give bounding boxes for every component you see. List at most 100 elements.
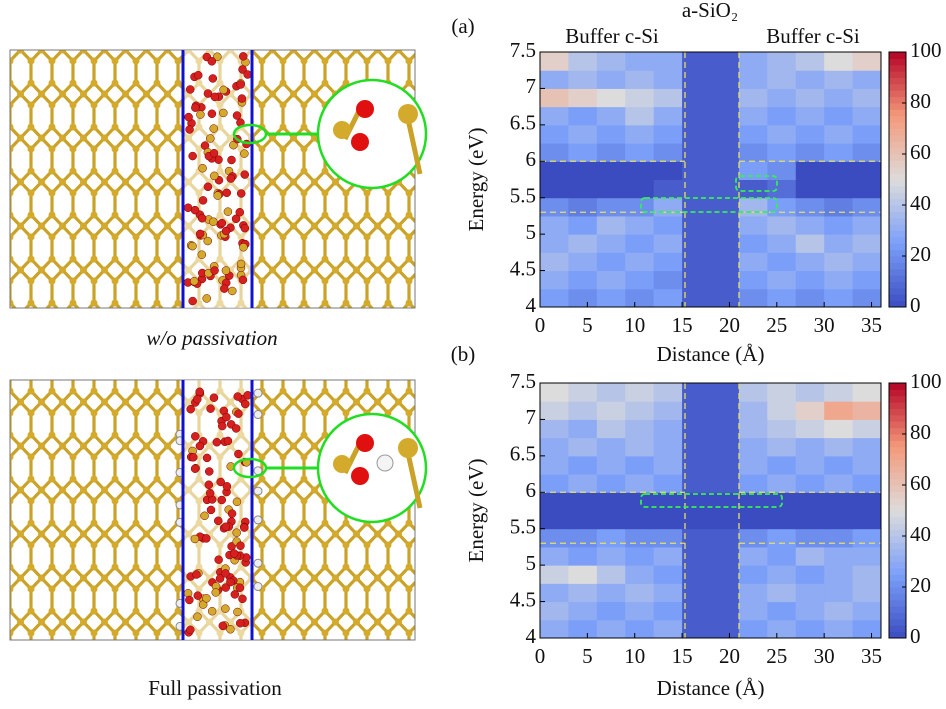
y-tick-label: 7.5 (510, 38, 536, 62)
heat-cell (738, 70, 768, 89)
atom (356, 100, 374, 118)
colorbar-step (889, 243, 906, 251)
heat-cell (540, 510, 569, 530)
heat-cell (795, 474, 825, 493)
heat-cell (596, 510, 626, 530)
atom (228, 286, 237, 296)
heat-cell (710, 601, 740, 621)
heat-cell (596, 419, 626, 439)
atom (203, 89, 213, 98)
x-tick-label: 30 (814, 313, 835, 337)
colorbar-step (889, 478, 906, 486)
x-tick-label: 25 (766, 313, 787, 337)
atom (236, 80, 245, 89)
colorbar-step (889, 529, 906, 537)
heat-cell (653, 383, 683, 402)
heat-cell (767, 401, 797, 420)
heat-cell (653, 437, 683, 457)
heat-cell (795, 546, 825, 566)
heat-cell (568, 528, 598, 548)
heat-cell (738, 419, 768, 439)
colorbar-step (889, 103, 906, 110)
atom (188, 296, 197, 306)
heat-cell (653, 179, 683, 199)
heat-cell (852, 288, 882, 308)
atom (202, 594, 211, 603)
atom (186, 404, 195, 414)
atom (238, 594, 247, 604)
heat-cell (710, 565, 740, 584)
x-tick-label: 30 (814, 644, 835, 668)
region-label: Buffer c-Si (766, 24, 860, 48)
colorbar-step (889, 294, 906, 302)
heat-cell (795, 528, 825, 548)
heat-cell (625, 161, 655, 180)
heat-cell (540, 252, 569, 272)
heat-cell (568, 437, 598, 457)
heat-cell (568, 455, 598, 475)
x-tick-label: 20 (719, 313, 740, 337)
heat-cell (738, 455, 768, 475)
colorbar-label: 80 (910, 420, 931, 444)
heat-cell (682, 179, 711, 199)
atom (253, 515, 263, 525)
heat-cell (767, 270, 797, 290)
heat-cell (795, 492, 825, 511)
heat-cell (795, 70, 825, 89)
x-tick-label: 5 (582, 644, 593, 668)
heat-cell (710, 270, 740, 290)
heat-cell (767, 252, 797, 272)
heat-cell (682, 437, 711, 457)
atom (208, 74, 218, 83)
heat-cell (540, 179, 569, 199)
heat-cell (852, 474, 882, 493)
heat-cell (710, 510, 740, 530)
heat-cell (653, 492, 683, 511)
colorbar-step (889, 453, 906, 460)
colorbar-step (889, 211, 906, 219)
heat-cell (540, 492, 569, 511)
heat-cell (625, 288, 655, 308)
colorbar-step (889, 249, 906, 257)
heat-cell (767, 215, 797, 235)
colorbar-step (889, 173, 906, 180)
atom (232, 497, 242, 507)
heat-cell (795, 161, 825, 180)
heat-cell (738, 270, 768, 290)
y-tick-label: 4 (526, 624, 537, 648)
heat-cell (625, 143, 655, 162)
heat-cell (596, 88, 626, 108)
atom (219, 108, 228, 118)
heat-cell (852, 88, 882, 108)
heat-cell (596, 288, 626, 308)
plot-frame (539, 382, 882, 639)
atom (192, 570, 201, 579)
heat-cell (568, 383, 598, 402)
plot-frame (539, 51, 882, 308)
heat-cell (852, 383, 882, 402)
heat-cell (767, 583, 797, 603)
atom (190, 464, 200, 473)
heat-cell (625, 52, 655, 71)
heat-cell (738, 583, 768, 603)
colorbar-step (889, 71, 906, 78)
heat-cell (824, 288, 854, 308)
heat-cell (653, 619, 683, 639)
heat-cell (824, 179, 854, 199)
atom (205, 467, 214, 476)
colorbar-step (889, 606, 906, 613)
colorbar-step (889, 268, 906, 276)
heat-cell (710, 455, 740, 475)
atom (220, 284, 229, 293)
heat-cell (852, 215, 882, 235)
atom (213, 191, 222, 200)
heat-cell (767, 419, 797, 439)
y-tick-label: 5 (526, 551, 537, 575)
atom (193, 612, 202, 621)
atom (193, 591, 203, 600)
colorbar-step (889, 536, 906, 543)
colorbar-step (889, 230, 906, 238)
atom (234, 409, 243, 418)
heat-cell (568, 510, 598, 530)
heat-cell (682, 197, 711, 217)
